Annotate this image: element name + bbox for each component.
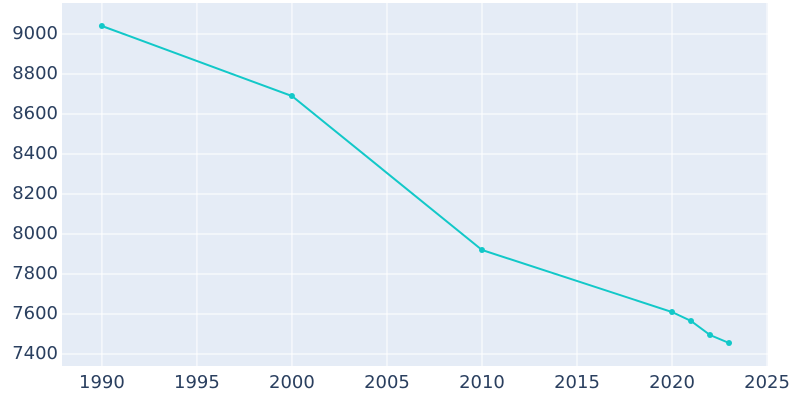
point: [688, 318, 695, 324]
x-tick-label: 2000: [269, 372, 315, 393]
y-tick-label: 8800: [12, 63, 58, 84]
point: [707, 332, 714, 338]
point: [726, 340, 733, 346]
y-tick-label: 7800: [12, 263, 58, 284]
y-tick-label: 7600: [12, 303, 58, 324]
y-tick-label: 8600: [12, 103, 58, 124]
point: [98, 23, 105, 29]
x-tick-label: 2025: [744, 372, 790, 393]
y-tick-label: 7400: [12, 343, 58, 364]
x-tick-label: 2005: [364, 372, 410, 393]
x-tick-label: 2020: [649, 372, 695, 393]
y-tick-label: 9000: [12, 23, 58, 44]
y-tick-label: 8400: [12, 143, 58, 164]
x-tick-label: 2010: [459, 372, 505, 393]
y-tick-label: 8000: [12, 223, 58, 244]
x-tick-label: 1990: [79, 372, 125, 393]
x-tick-label: 2015: [554, 372, 600, 393]
point: [478, 247, 485, 253]
point: [669, 309, 676, 315]
x-tick-label: 1995: [174, 372, 220, 393]
plot-area: [62, 3, 768, 366]
y-tick-label: 8200: [12, 183, 58, 204]
point: [288, 93, 295, 99]
